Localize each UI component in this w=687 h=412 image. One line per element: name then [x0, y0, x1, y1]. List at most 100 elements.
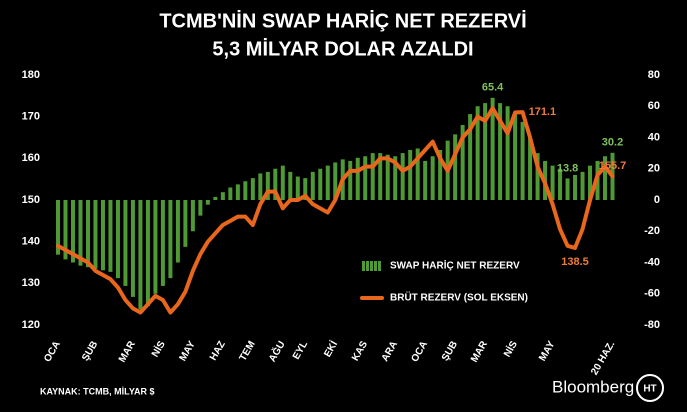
chart-subtitle: 5,3 MİLYAR DOLAR AZALDI	[212, 37, 473, 60]
bar	[63, 200, 68, 260]
bar	[78, 200, 83, 266]
bar	[70, 200, 75, 263]
data-label: 138.5	[561, 256, 589, 268]
bar	[138, 200, 143, 310]
bar	[490, 97, 495, 200]
logo: Bloomberg	[552, 377, 634, 396]
bar	[468, 114, 473, 200]
source: KAYNAK: TCMB, MİLYAR $	[40, 386, 155, 396]
bar	[588, 165, 593, 200]
bar	[438, 150, 443, 200]
y-tick-label: 130	[22, 277, 40, 289]
bar	[550, 165, 555, 200]
y2-tick-label: 80	[648, 69, 660, 81]
bar	[603, 156, 608, 200]
bar	[513, 114, 518, 200]
bar	[415, 148, 420, 200]
bar	[363, 156, 368, 200]
y-tick-label: 170	[22, 111, 40, 123]
y-tick-label: 180	[22, 69, 40, 81]
bar	[183, 200, 188, 247]
bar	[370, 153, 375, 200]
bar	[498, 103, 503, 200]
bar	[123, 200, 128, 286]
legend-label: SWAP HARİÇ NET REZERV	[390, 259, 520, 272]
bar	[198, 200, 203, 216]
bar	[453, 134, 458, 200]
bar	[220, 192, 225, 200]
bar	[160, 200, 165, 286]
bar	[273, 168, 278, 200]
y2-tick-label: 40	[648, 131, 660, 143]
bar	[258, 173, 263, 200]
logo-mark: HT	[643, 384, 656, 395]
data-label: 65.4	[482, 82, 504, 94]
data-label: 30.2	[602, 137, 623, 149]
y2-tick-label: -40	[644, 256, 660, 268]
line	[56, 106, 615, 315]
bar	[303, 178, 308, 200]
y2-tick-label: 20	[648, 163, 660, 175]
bar	[325, 165, 330, 200]
bar	[475, 106, 480, 200]
legend-label: BRÜT REZERV (SOL EKSEN)	[390, 291, 528, 304]
legend-swatch	[374, 261, 377, 271]
y2-tick-label: -60	[644, 288, 660, 300]
bar	[235, 184, 240, 200]
y-tick-label: 150	[22, 194, 40, 206]
bar	[483, 103, 488, 200]
bar	[175, 200, 180, 263]
legend-swatch	[370, 261, 373, 271]
legend-swatch	[378, 261, 381, 271]
bar	[93, 200, 98, 269]
bar	[528, 137, 533, 200]
bar	[295, 176, 300, 200]
y2-tick-label: 0	[654, 194, 660, 206]
bar	[378, 153, 383, 200]
bar	[100, 200, 105, 271]
y2-tick-label: 60	[648, 100, 660, 112]
bar	[228, 187, 233, 200]
bar	[423, 160, 428, 200]
bar	[408, 150, 413, 200]
legend-swatch	[366, 261, 369, 271]
bar	[145, 200, 150, 307]
bar	[310, 171, 315, 200]
bar	[153, 200, 158, 294]
bar	[400, 153, 405, 200]
data-label: 155.7	[599, 160, 627, 172]
bar	[333, 162, 338, 200]
bar	[288, 171, 293, 200]
bar	[535, 153, 540, 200]
bar	[265, 171, 270, 200]
legend-swatch	[362, 261, 365, 271]
y2-tick-label: -20	[644, 225, 660, 237]
bar	[520, 121, 525, 200]
bar	[168, 200, 173, 279]
bar	[130, 200, 135, 297]
bar	[115, 200, 120, 279]
bar	[355, 157, 360, 200]
y-tick-label: 120	[22, 319, 40, 331]
bar	[558, 168, 563, 200]
y2-tick-label: -80	[644, 319, 660, 331]
logo-ring	[636, 374, 664, 402]
bar	[243, 181, 248, 200]
bar	[565, 178, 570, 200]
bar	[213, 196, 218, 200]
data-label: 13.8	[557, 162, 578, 174]
bar	[580, 171, 585, 200]
bar	[393, 156, 398, 200]
bar	[385, 154, 390, 200]
bar	[108, 200, 113, 272]
bar	[505, 106, 510, 200]
y-tick-label: 140	[22, 236, 40, 248]
chart-title: TCMB'NİN SWAP HARİÇ NET REZERVİ	[159, 9, 526, 32]
bar	[205, 200, 210, 205]
bar	[56, 200, 60, 255]
y-tick-label: 160	[22, 152, 40, 164]
bar	[318, 168, 323, 200]
bar	[460, 125, 465, 200]
